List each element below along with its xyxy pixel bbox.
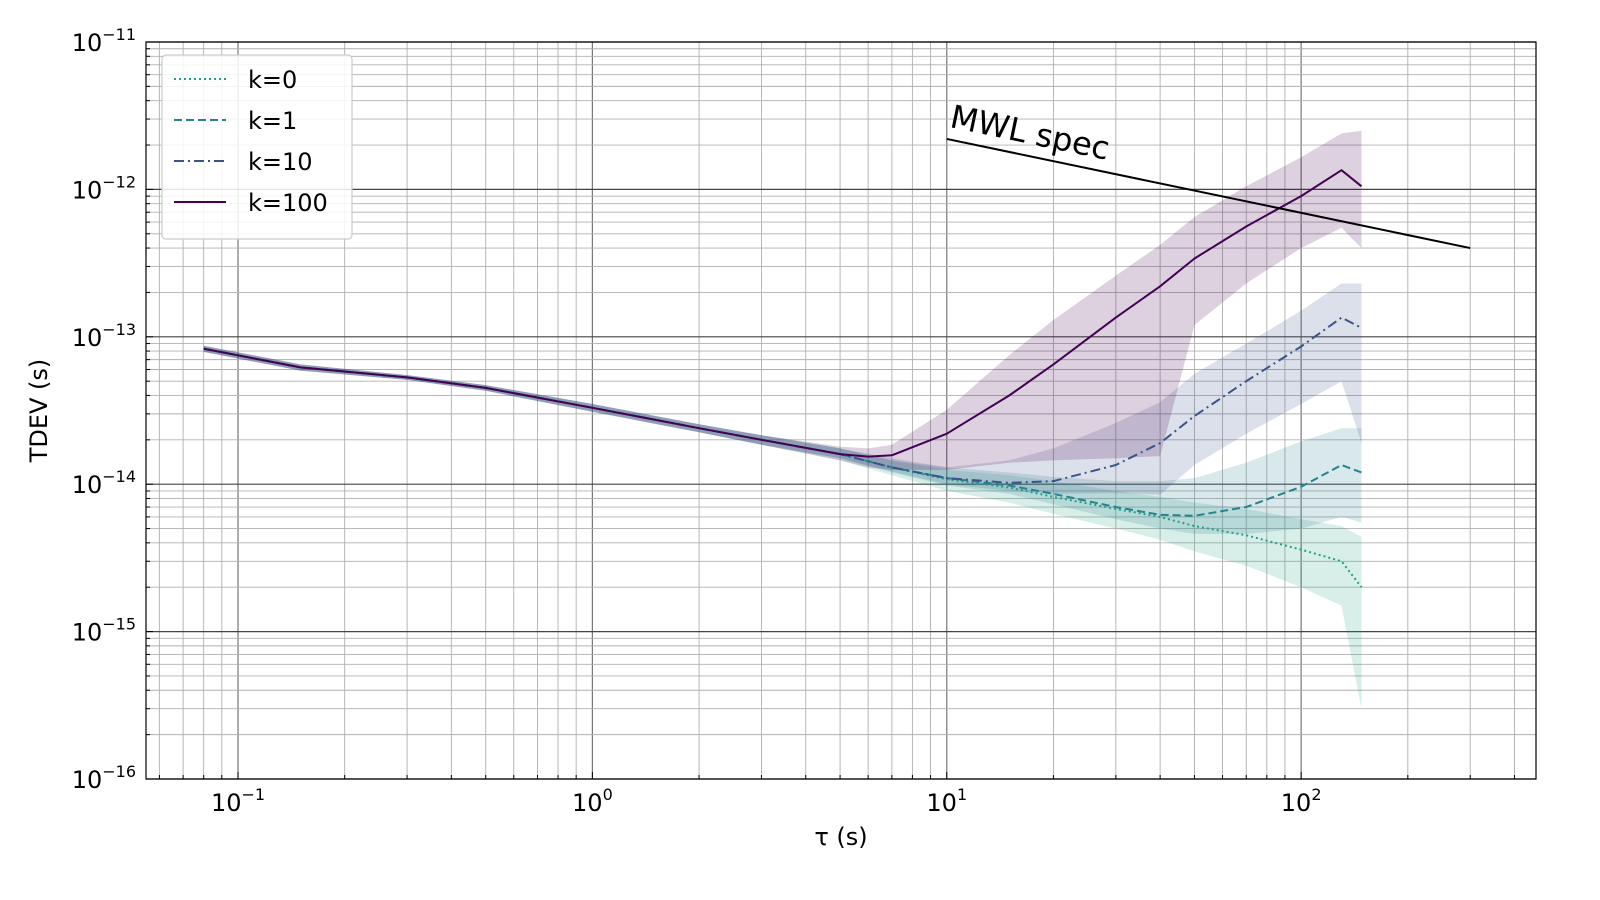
x-axis-label: τ (s) [814, 823, 867, 851]
tick-labels: 10−1 100 101 102 10−11 10−12 10−13 10−14 10−15 10… [72, 25, 1322, 817]
y-tick-label: 10−12 [72, 172, 136, 204]
y-tick-label: 10−13 [72, 320, 136, 352]
mwl-spec-line [946, 137, 1471, 250]
x-tick-label: 10−1 [211, 785, 265, 817]
band-k-1 [203, 345, 1362, 534]
band-k-100 [203, 130, 1362, 470]
y-axis-label: TDEV (s) [25, 359, 53, 464]
y-tick-label: 10−15 [72, 615, 136, 647]
legend-box [161, 54, 353, 240]
legend-label: k=1 [248, 107, 297, 135]
series-line-k-100 [203, 169, 1363, 458]
band-k-0 [203, 345, 1362, 709]
series-line-k-0 [203, 347, 1363, 588]
confidence-bands [203, 130, 1362, 709]
y-tick-label: 10−16 [72, 762, 136, 794]
x-tick-label: 102 [1281, 785, 1322, 817]
legend-label: k=10 [248, 148, 313, 176]
series-lines [203, 169, 1363, 588]
x-tick-label: 101 [926, 785, 967, 817]
legend: k=0 k=1 k=10 k=100 [161, 54, 353, 240]
plot-frame [145, 41, 1537, 780]
x-tick-label: 100 [572, 785, 613, 817]
legend-label: k=0 [248, 66, 297, 94]
grid [146, 41, 1536, 780]
series-line-k-1 [203, 347, 1362, 517]
y-tick-label: 10−11 [72, 25, 136, 57]
band-k-10 [203, 283, 1362, 495]
y-tick-label: 10−14 [72, 467, 136, 499]
legend-label: k=100 [248, 189, 328, 217]
